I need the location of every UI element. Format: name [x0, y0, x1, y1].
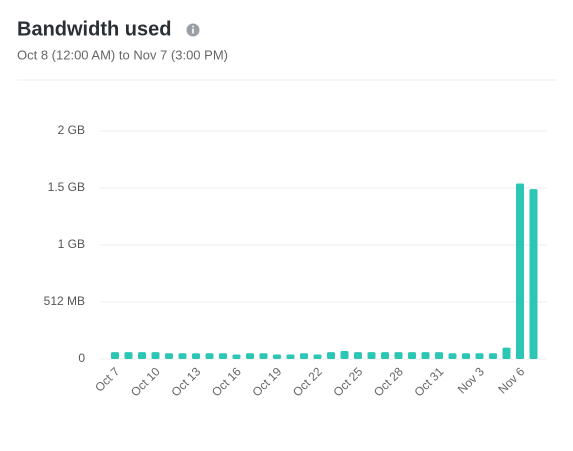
bar — [435, 352, 443, 359]
x-tick-label: Oct 31 — [411, 364, 446, 399]
bar — [367, 352, 376, 359]
bar — [408, 352, 416, 359]
bar — [394, 352, 403, 359]
bar — [124, 352, 133, 359]
bar — [138, 352, 146, 359]
x-tick-label: Oct 28 — [371, 364, 406, 399]
bar — [462, 353, 470, 359]
bar — [246, 353, 254, 359]
bar — [381, 352, 389, 359]
y-tick-label: 512 MB — [44, 294, 85, 308]
bar — [489, 353, 497, 359]
bar — [340, 351, 349, 359]
bar — [313, 354, 322, 359]
x-tick-label: Oct 10 — [128, 364, 163, 399]
bar — [516, 183, 524, 359]
x-tick-label: Oct 13 — [168, 364, 203, 399]
bar — [448, 353, 457, 359]
bar — [273, 354, 281, 359]
bar — [286, 354, 295, 359]
x-tick-label: Oct 16 — [209, 364, 244, 399]
bar — [178, 353, 187, 359]
x-tick-label: Oct 19 — [249, 364, 284, 399]
bar — [300, 353, 308, 359]
bar — [232, 354, 241, 359]
x-tick-label: Oct 25 — [330, 364, 365, 399]
bar — [475, 353, 484, 359]
bar — [354, 352, 362, 359]
chart-subtitle: Oct 8 (12:00 AM) to Nov 7 (3:00 PM) — [17, 47, 228, 62]
bar — [421, 352, 430, 359]
bar — [192, 353, 200, 359]
bar — [327, 352, 335, 359]
x-tick-label: Nov 6 — [495, 364, 527, 396]
bar — [529, 189, 538, 359]
bar — [151, 352, 160, 359]
bar — [219, 353, 227, 359]
bar — [205, 353, 214, 359]
bar — [111, 352, 119, 359]
bar — [502, 347, 511, 359]
x-tick-label: Nov 3 — [455, 364, 487, 396]
x-tick-label: Oct 7 — [92, 364, 122, 394]
y-tick-label: 0 — [78, 351, 85, 365]
x-tick-label: Oct 22 — [290, 364, 325, 399]
y-tick-label: 2 GB — [58, 123, 85, 137]
bar — [259, 353, 268, 359]
y-tick-label: 1 GB — [58, 237, 85, 251]
y-tick-label: 1.5 GB — [48, 180, 85, 194]
info-icon[interactable] — [186, 23, 200, 37]
chart-title: Bandwidth used — [17, 18, 171, 40]
bar — [165, 353, 173, 359]
